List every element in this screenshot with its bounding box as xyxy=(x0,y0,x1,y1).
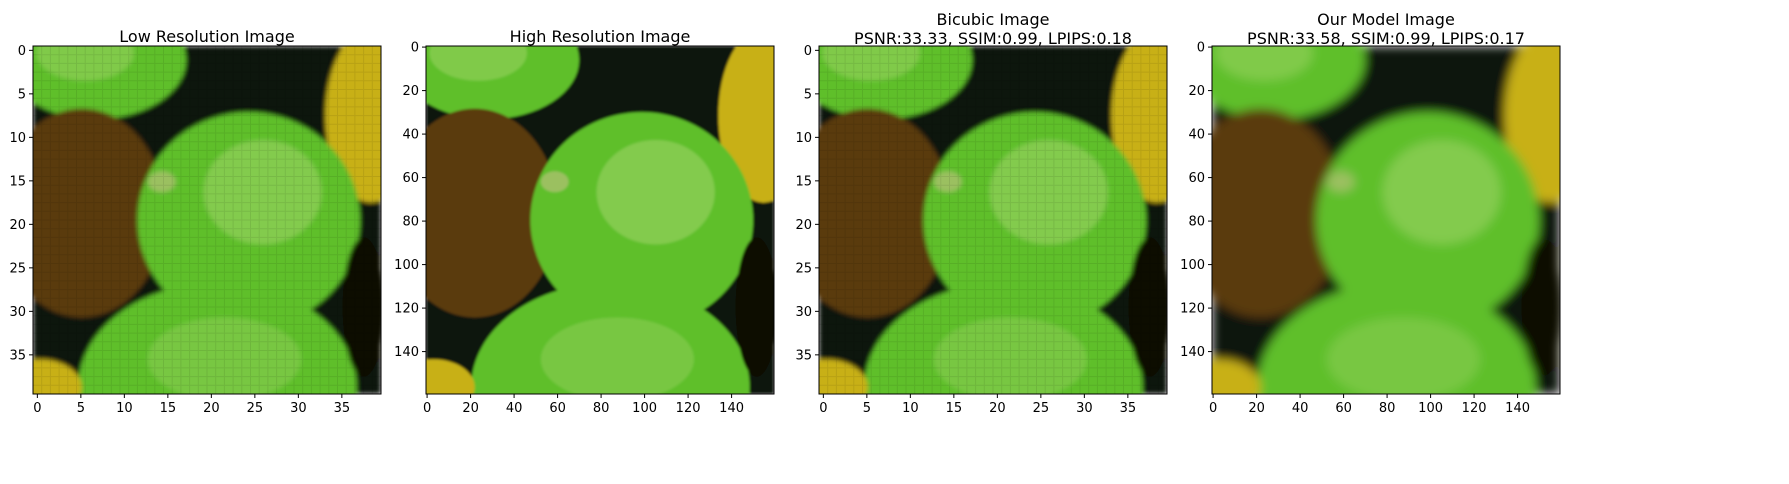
y-tick-label: 30 xyxy=(795,305,812,320)
x-tick-label: 25 xyxy=(247,401,264,416)
x-tick-label: 120 xyxy=(676,401,701,416)
y-tick-label: 10 xyxy=(795,131,812,146)
fruit-photo xyxy=(819,46,1167,394)
x-tick-label: 5 xyxy=(77,401,85,416)
x-tick-label: 10 xyxy=(116,401,133,416)
y-tick-label: 0 xyxy=(1197,41,1205,56)
y-tick-label: 10 xyxy=(9,131,26,146)
y-tick-label: 20 xyxy=(9,218,26,233)
fruit-photo xyxy=(33,46,381,394)
panel-title: High Resolution Image xyxy=(509,27,691,46)
x-tick-label: 100 xyxy=(1418,401,1443,416)
panel-our-model: Our Model Image PSNR:33.58, SSIM:0.99, L… xyxy=(1179,0,1619,484)
y-tick-label: 140 xyxy=(394,345,419,360)
x-tick-label: 120 xyxy=(1462,401,1487,416)
x-tick-label: 35 xyxy=(334,401,351,416)
panel-bicubic: Bicubic Image PSNR:33.33, SSIM:0.99, LPI… xyxy=(786,0,1226,484)
y-tick-label: 35 xyxy=(9,348,26,363)
y-tick-label: 25 xyxy=(795,261,812,276)
x-tick-label: 10 xyxy=(902,401,919,416)
x-tick-label: 30 xyxy=(290,401,307,416)
x-tick-label: 140 xyxy=(1505,401,1530,416)
y-tick-label: 60 xyxy=(1188,171,1205,186)
x-tick-label: 80 xyxy=(1379,401,1396,416)
x-tick-label: 20 xyxy=(203,401,220,416)
panel-title: Bicubic Image PSNR:33.33, SSIM:0.99, LPI… xyxy=(854,10,1132,48)
panel-title: Low Resolution Image xyxy=(119,27,295,46)
panel-title: Our Model Image PSNR:33.58, SSIM:0.99, L… xyxy=(1247,10,1525,48)
y-tick-label: 80 xyxy=(1188,215,1205,230)
y-tick-label: 0 xyxy=(18,44,26,59)
x-tick-label: 25 xyxy=(1033,401,1050,416)
image-axes: 0 5 10 15 20 25 30 35 0 5 10 15 20 25 30 35 xyxy=(795,44,1168,416)
y-tick-label: 0 xyxy=(804,44,812,59)
x-tick-label: 40 xyxy=(506,401,523,416)
y-tick-label: 20 xyxy=(1188,84,1205,99)
x-tick-label: 0 xyxy=(1209,401,1217,416)
y-tick-label: 120 xyxy=(1180,302,1205,317)
x-tick-label: 140 xyxy=(719,401,744,416)
y-tick-label: 120 xyxy=(394,302,419,317)
image-axes: 0 20 40 60 80 100 120 140 0 20 40 60 80 100 120 140 xyxy=(1180,41,1561,416)
y-tick-label: 40 xyxy=(402,128,419,143)
x-tick-label: 20 xyxy=(462,401,479,416)
y-tick-label: 20 xyxy=(402,84,419,99)
x-tick-label: 15 xyxy=(160,401,177,416)
y-tick-label: 140 xyxy=(1180,345,1205,360)
y-tick-label: 60 xyxy=(402,171,419,186)
y-tick-label: 20 xyxy=(795,218,812,233)
x-tick-label: 60 xyxy=(1335,401,1352,416)
panel-high-resolution: High Resolution Image 0 20 40 60 80 100 120 140 0… xyxy=(393,0,833,484)
x-tick-label: 20 xyxy=(989,401,1006,416)
y-tick-label: 0 xyxy=(411,41,419,56)
x-tick-label: 0 xyxy=(33,401,41,416)
y-tick-label: 15 xyxy=(9,174,26,189)
x-tick-label: 30 xyxy=(1076,401,1093,416)
x-tick-label: 40 xyxy=(1292,401,1309,416)
y-tick-label: 80 xyxy=(402,215,419,230)
y-tick-label: 15 xyxy=(795,174,812,189)
fruit-photo xyxy=(426,46,774,394)
y-tick-label: 35 xyxy=(795,348,812,363)
y-tick-label: 40 xyxy=(1188,128,1205,143)
fruit-photo xyxy=(1212,46,1560,394)
x-tick-label: 100 xyxy=(632,401,657,416)
y-tick-label: 100 xyxy=(394,258,419,273)
y-tick-label: 5 xyxy=(18,87,26,102)
image-axes: 0 20 40 60 80 100 120 140 0 20 40 60 80 100 120 140 xyxy=(394,41,775,416)
panel-low-resolution: Low Resolution Image 0 5 10 15 20 25 30 35 0 5 10 15… xyxy=(0,0,440,484)
y-tick-label: 30 xyxy=(9,305,26,320)
x-tick-label: 60 xyxy=(549,401,566,416)
x-tick-label: 5 xyxy=(863,401,871,416)
x-tick-label: 0 xyxy=(423,401,431,416)
image-axes: 0 5 10 15 20 25 30 35 0 5 10 15 20 25 30 35 xyxy=(9,44,382,416)
x-tick-label: 35 xyxy=(1120,401,1137,416)
y-tick-label: 5 xyxy=(804,87,812,102)
x-tick-label: 20 xyxy=(1248,401,1265,416)
x-tick-label: 15 xyxy=(946,401,963,416)
x-tick-label: 0 xyxy=(819,401,827,416)
x-tick-label: 80 xyxy=(593,401,610,416)
y-tick-label: 100 xyxy=(1180,258,1205,273)
y-tick-label: 25 xyxy=(9,261,26,276)
